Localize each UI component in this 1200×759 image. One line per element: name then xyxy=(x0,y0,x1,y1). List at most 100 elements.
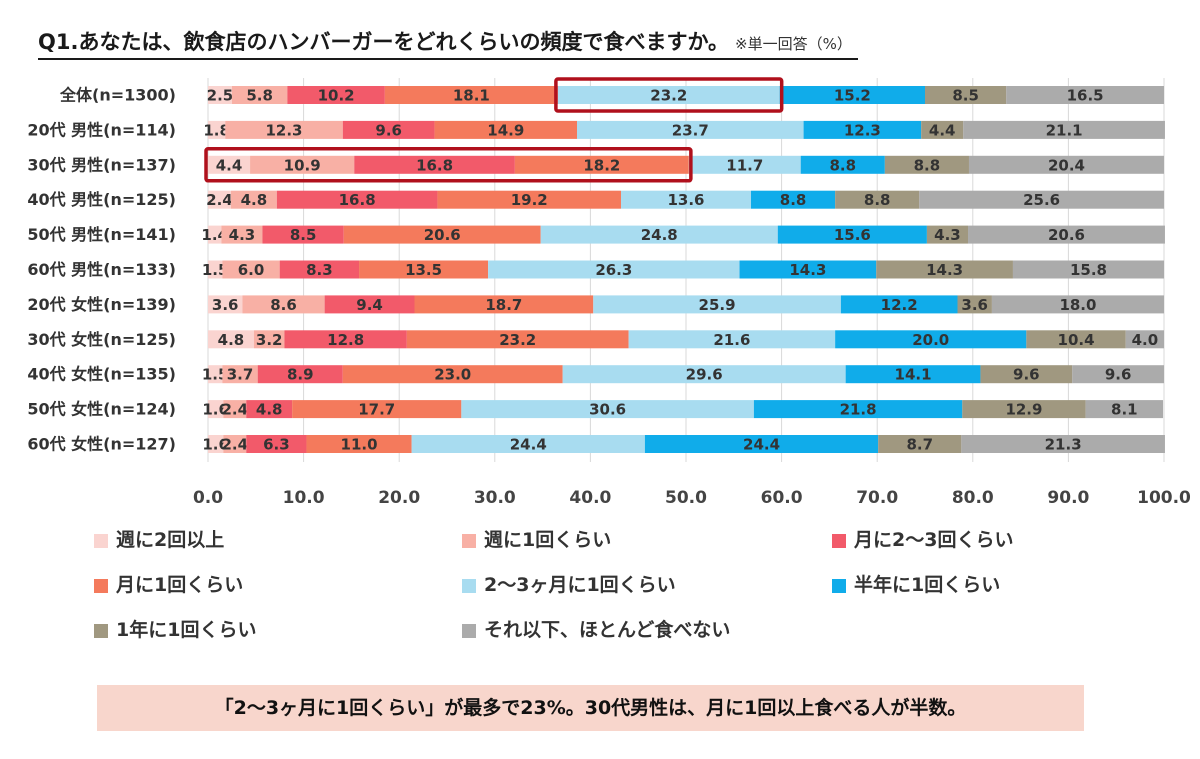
bar-segment xyxy=(208,86,232,104)
data-label: 9.6 xyxy=(1013,366,1040,384)
data-label: 15.8 xyxy=(1070,261,1107,279)
category-label: 30代 女性(n=125) xyxy=(27,330,176,349)
data-label: 12.9 xyxy=(1005,401,1042,419)
data-label: 4.0 xyxy=(1132,331,1159,349)
bar-segment xyxy=(292,400,462,419)
bar-segment xyxy=(1072,365,1164,384)
data-label: 4.8 xyxy=(241,191,268,209)
bar-segment xyxy=(620,190,752,209)
data-label: 18.7 xyxy=(485,296,522,314)
x-tick-label: 40.0 xyxy=(569,488,611,508)
data-label: 13.6 xyxy=(667,191,704,209)
legend-swatch xyxy=(832,578,846,593)
x-tick-label: 0.0 xyxy=(193,488,223,508)
bar-segment xyxy=(208,435,224,453)
bar-segment xyxy=(343,225,541,244)
highlight-box xyxy=(204,147,693,183)
data-label: 19.2 xyxy=(511,191,548,209)
bar-segment xyxy=(1026,330,1126,349)
bar-segment xyxy=(577,120,804,139)
x-tick-label: 90.0 xyxy=(1047,488,1089,508)
data-label: 3.7 xyxy=(227,366,254,384)
bar-segment xyxy=(434,120,578,139)
legend-swatch xyxy=(94,578,108,593)
bar-segment xyxy=(739,260,877,279)
bar-segment xyxy=(208,260,223,279)
data-label: 25.9 xyxy=(699,296,736,314)
data-label: 8.8 xyxy=(780,191,807,209)
summary-callout: 「2～3ヶ月に1回くらい」が最多で23%。30代男性は、月に1回以上食べる人が半… xyxy=(97,685,1084,731)
data-label: 14.9 xyxy=(487,121,524,139)
bar-segment xyxy=(557,86,780,104)
bar-segment xyxy=(208,330,254,349)
legend-swatch xyxy=(462,533,476,548)
category-label: 20代 女性(n=139) xyxy=(27,295,176,314)
data-label: 3.2 xyxy=(256,331,283,349)
legend-item: それ以下、ほとんど食べない xyxy=(462,615,730,642)
bar-segment xyxy=(246,400,293,419)
data-label: 3.6 xyxy=(961,296,988,314)
bar-segment xyxy=(876,260,1013,279)
bar-segment xyxy=(835,330,1027,349)
bar-segment xyxy=(980,365,1073,384)
x-tick-label: 20.0 xyxy=(378,488,420,508)
bar-segment xyxy=(957,295,992,314)
data-label: 23.0 xyxy=(434,366,471,384)
bar-segment xyxy=(208,155,251,174)
bar-segment xyxy=(222,365,258,384)
bar-segment xyxy=(384,86,558,104)
data-label: 4.8 xyxy=(256,401,283,419)
bar-segment xyxy=(208,225,222,244)
category-label: 20代 男性(n=114) xyxy=(27,120,176,139)
x-tick-label: 100.0 xyxy=(1137,488,1191,508)
bar-segment xyxy=(835,190,920,209)
data-label: 15.2 xyxy=(834,87,871,105)
data-label: 14.1 xyxy=(895,366,932,384)
bar-segment xyxy=(628,330,836,349)
bar-segment xyxy=(342,365,563,384)
data-label: 4.8 xyxy=(218,331,245,349)
bar-segment xyxy=(753,400,963,419)
data-label: 10.4 xyxy=(1058,331,1095,349)
x-tick-label: 10.0 xyxy=(283,488,325,508)
bar-segment xyxy=(414,295,594,314)
bar-segment xyxy=(921,120,964,139)
data-label: 12.2 xyxy=(881,296,918,314)
category-label: 60代 男性(n=133) xyxy=(27,260,176,279)
bar-segment xyxy=(488,260,740,279)
bar-segment xyxy=(253,330,285,349)
bar-segment xyxy=(406,330,629,349)
bar-segment xyxy=(926,225,969,244)
bar-segment xyxy=(562,365,846,384)
data-label: 2.4 xyxy=(206,191,233,209)
data-label: 5.8 xyxy=(246,87,273,105)
category-label: 30代 男性(n=137) xyxy=(27,155,176,174)
bar-segment xyxy=(230,190,277,209)
bar-segment xyxy=(803,120,922,139)
bar-segment xyxy=(1006,86,1164,104)
data-label: 10.9 xyxy=(284,156,321,174)
bar-segment xyxy=(223,400,247,419)
legend-label: 2～3ヶ月に1回くらい xyxy=(484,574,676,596)
data-label: 12.8 xyxy=(327,331,364,349)
x-tick-label: 70.0 xyxy=(856,488,898,508)
bar-segment xyxy=(411,435,645,453)
bar-segment xyxy=(287,86,385,104)
category-label: 50代 男性(n=141) xyxy=(27,225,176,244)
legend-swatch xyxy=(462,578,476,593)
x-tick-label: 30.0 xyxy=(474,488,516,508)
bar-segment xyxy=(437,190,621,209)
data-label: 2.4 xyxy=(221,436,248,454)
category-label: 60代 女性(n=127) xyxy=(27,435,176,454)
data-label: 24.4 xyxy=(743,436,780,454)
bar-segment xyxy=(800,155,885,174)
data-label: 29.6 xyxy=(686,366,723,384)
data-label: 1.8 xyxy=(203,121,230,139)
legend-swatch xyxy=(832,533,846,548)
legend-item: 1年に1回くらい xyxy=(94,615,256,642)
bar-segment xyxy=(845,365,981,384)
highlight-box xyxy=(554,77,784,113)
bar-segment xyxy=(242,295,325,314)
data-label: 4.3 xyxy=(934,226,961,244)
legend-label: 月に1回くらい xyxy=(116,574,244,596)
